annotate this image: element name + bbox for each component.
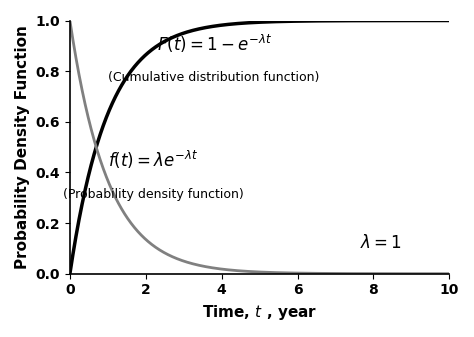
Text: (Probability density function): (Probability density function) xyxy=(63,188,244,201)
Text: $f(t)=\lambda e^{-\lambda t}$: $f(t)=\lambda e^{-\lambda t}$ xyxy=(108,149,199,172)
X-axis label: Time, $t$ , year: Time, $t$ , year xyxy=(202,303,317,322)
Text: (Cumulative distribution function): (Cumulative distribution function) xyxy=(109,71,320,84)
Y-axis label: Probability Density Function: Probability Density Function xyxy=(15,25,30,269)
Text: $F(t)=1-e^{-\lambda t}$: $F(t)=1-e^{-\lambda t}$ xyxy=(156,32,272,55)
Text: $\lambda = 1$: $\lambda = 1$ xyxy=(360,235,402,252)
